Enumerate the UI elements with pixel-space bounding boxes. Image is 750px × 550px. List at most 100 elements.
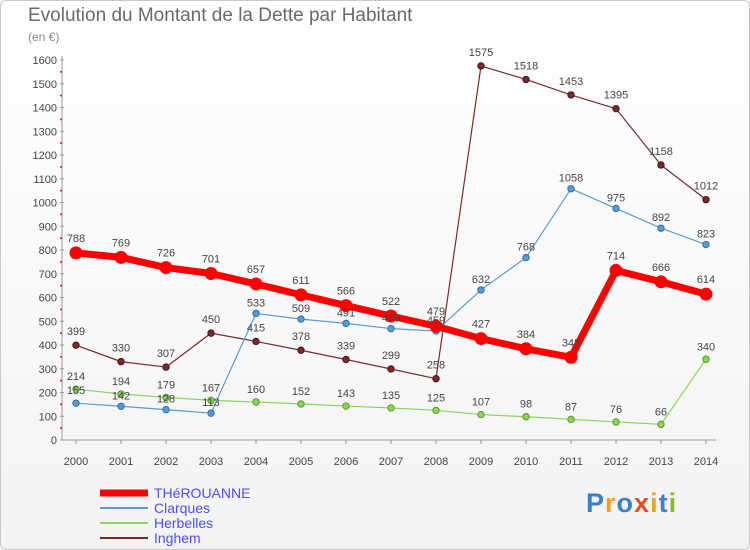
data-label: 1453 xyxy=(559,76,583,88)
data-point xyxy=(612,104,620,113)
data-point xyxy=(612,204,620,213)
legend-item: Herbelles xyxy=(100,515,213,531)
data-point xyxy=(567,415,575,424)
data-label: 666 xyxy=(652,262,670,274)
legend-label: Inghem xyxy=(154,530,201,546)
data-point xyxy=(609,263,623,277)
data-label: 415 xyxy=(247,322,265,334)
data-label: 823 xyxy=(697,229,715,241)
y-minor-tick xyxy=(60,189,62,192)
data-point xyxy=(387,324,395,333)
y-minor-tick xyxy=(60,355,62,358)
y-minor-tick xyxy=(60,94,62,97)
y-tick-label: 800 xyxy=(39,245,57,257)
data-label: 469 xyxy=(382,313,400,325)
legend-item: Clarques xyxy=(100,500,210,516)
legend-label: Herbelles xyxy=(154,515,213,531)
data-label: 399 xyxy=(67,326,85,338)
logo-letter: i xyxy=(668,488,678,518)
x-tick-label: 2013 xyxy=(649,456,673,468)
data-point xyxy=(297,346,305,354)
data-label: 450 xyxy=(202,314,220,326)
y-tick-label: 300 xyxy=(39,364,57,376)
data-point xyxy=(654,275,668,289)
data-point xyxy=(117,402,125,410)
data-label: 128 xyxy=(157,394,175,406)
y-tick-label: 1300 xyxy=(33,126,57,138)
x-tick-label: 2014 xyxy=(694,456,718,468)
data-label: 135 xyxy=(382,390,400,402)
unit-label: (en €) xyxy=(28,30,60,44)
y-tick-label: 500 xyxy=(39,316,57,328)
data-point xyxy=(699,287,713,301)
data-label: 491 xyxy=(337,307,355,319)
chart-title: Evolution du Montant de la Dette par Hab… xyxy=(28,5,413,26)
data-point xyxy=(297,315,305,323)
data-label: 160 xyxy=(247,384,265,396)
data-label: 113 xyxy=(202,397,220,409)
data-point xyxy=(114,250,128,264)
data-label: 340 xyxy=(697,341,715,353)
data-point xyxy=(612,418,620,426)
data-label: 614 xyxy=(697,274,715,286)
logo-letter: i xyxy=(650,488,659,518)
series-herbelles xyxy=(72,355,710,429)
proxiti-logo: Proxiti xyxy=(586,488,677,519)
data-point xyxy=(342,355,350,364)
data-label: 125 xyxy=(427,392,445,404)
y-minor-tick xyxy=(60,427,62,430)
data-point xyxy=(522,253,530,262)
data-label: 1158 xyxy=(649,146,673,158)
data-point xyxy=(72,385,80,393)
y-minor-tick xyxy=(60,260,62,263)
data-point xyxy=(69,246,83,260)
y-tick-label: 200 xyxy=(39,388,57,400)
data-label: 701 xyxy=(202,254,220,266)
legend-item: Inghem xyxy=(100,530,201,546)
data-label: 427 xyxy=(472,319,490,331)
x-tick-label: 2009 xyxy=(469,456,493,468)
y-tick-label: 1100 xyxy=(33,174,57,186)
y-tick-label: 1200 xyxy=(33,150,57,162)
data-point xyxy=(72,399,80,407)
data-point xyxy=(474,332,488,346)
x-tick-label: 2010 xyxy=(514,456,538,468)
data-point xyxy=(702,355,710,363)
data-label: 378 xyxy=(292,331,310,343)
data-label: 107 xyxy=(472,397,490,409)
data-point xyxy=(342,319,350,328)
data-label: 98 xyxy=(520,399,532,411)
data-label: 339 xyxy=(337,340,355,352)
y-minor-tick xyxy=(60,403,62,406)
data-label: 152 xyxy=(292,386,310,398)
data-point xyxy=(387,365,395,373)
data-point xyxy=(567,91,575,99)
data-label: 769 xyxy=(112,237,130,249)
data-label: 167 xyxy=(202,382,220,394)
data-point xyxy=(159,261,173,275)
data-label: 348 xyxy=(562,337,580,349)
y-tick-label: 0 xyxy=(51,435,57,447)
data-label: 155 xyxy=(67,385,85,397)
data-label: 459 xyxy=(427,315,445,327)
data-point xyxy=(702,240,710,249)
data-label: 330 xyxy=(112,343,130,355)
data-label: 258 xyxy=(427,360,445,372)
y-tick-label: 1500 xyxy=(33,79,57,91)
series-th-rouanne xyxy=(69,246,713,364)
data-point xyxy=(342,402,350,410)
data-point xyxy=(207,329,215,337)
data-point xyxy=(477,286,485,294)
data-point xyxy=(429,319,443,333)
data-point xyxy=(72,341,80,349)
data-point xyxy=(384,309,398,323)
x-tick-label: 2004 xyxy=(244,456,268,468)
y-tick-label: 1400 xyxy=(33,103,57,115)
legend-label: Clarques xyxy=(154,500,210,516)
data-point xyxy=(249,277,263,291)
y-tick-label: 1600 xyxy=(33,55,57,67)
data-point xyxy=(477,410,485,419)
data-point xyxy=(162,363,170,371)
data-point xyxy=(297,400,305,408)
data-label: 632 xyxy=(472,274,490,286)
